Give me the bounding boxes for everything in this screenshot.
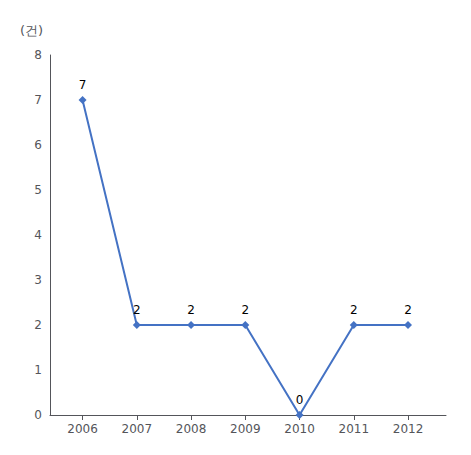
svg-text:2009: 2009 [230, 422, 261, 436]
svg-text:4: 4 [34, 228, 42, 242]
svg-text:2011: 2011 [339, 422, 370, 436]
svg-text:1: 1 [34, 363, 42, 377]
svg-text:2: 2 [34, 318, 42, 332]
svg-text:2012: 2012 [393, 422, 424, 436]
svg-text:2007: 2007 [122, 422, 153, 436]
svg-text:0: 0 [34, 408, 42, 422]
svg-text:2008: 2008 [176, 422, 207, 436]
svg-text:(건): (건) [20, 23, 43, 38]
svg-text:2006: 2006 [67, 422, 98, 436]
svg-text:2: 2 [133, 303, 141, 317]
svg-text:3: 3 [34, 273, 42, 287]
svg-text:2: 2 [187, 303, 195, 317]
svg-text:0: 0 [296, 393, 304, 407]
svg-text:2: 2 [404, 303, 412, 317]
svg-text:2010: 2010 [284, 422, 315, 436]
svg-text:7: 7 [79, 78, 87, 92]
svg-text:8: 8 [34, 48, 42, 62]
svg-text:6: 6 [34, 138, 42, 152]
svg-text:7: 7 [34, 93, 42, 107]
svg-text:2: 2 [350, 303, 358, 317]
svg-text:2: 2 [241, 303, 249, 317]
svg-text:5: 5 [34, 183, 42, 197]
